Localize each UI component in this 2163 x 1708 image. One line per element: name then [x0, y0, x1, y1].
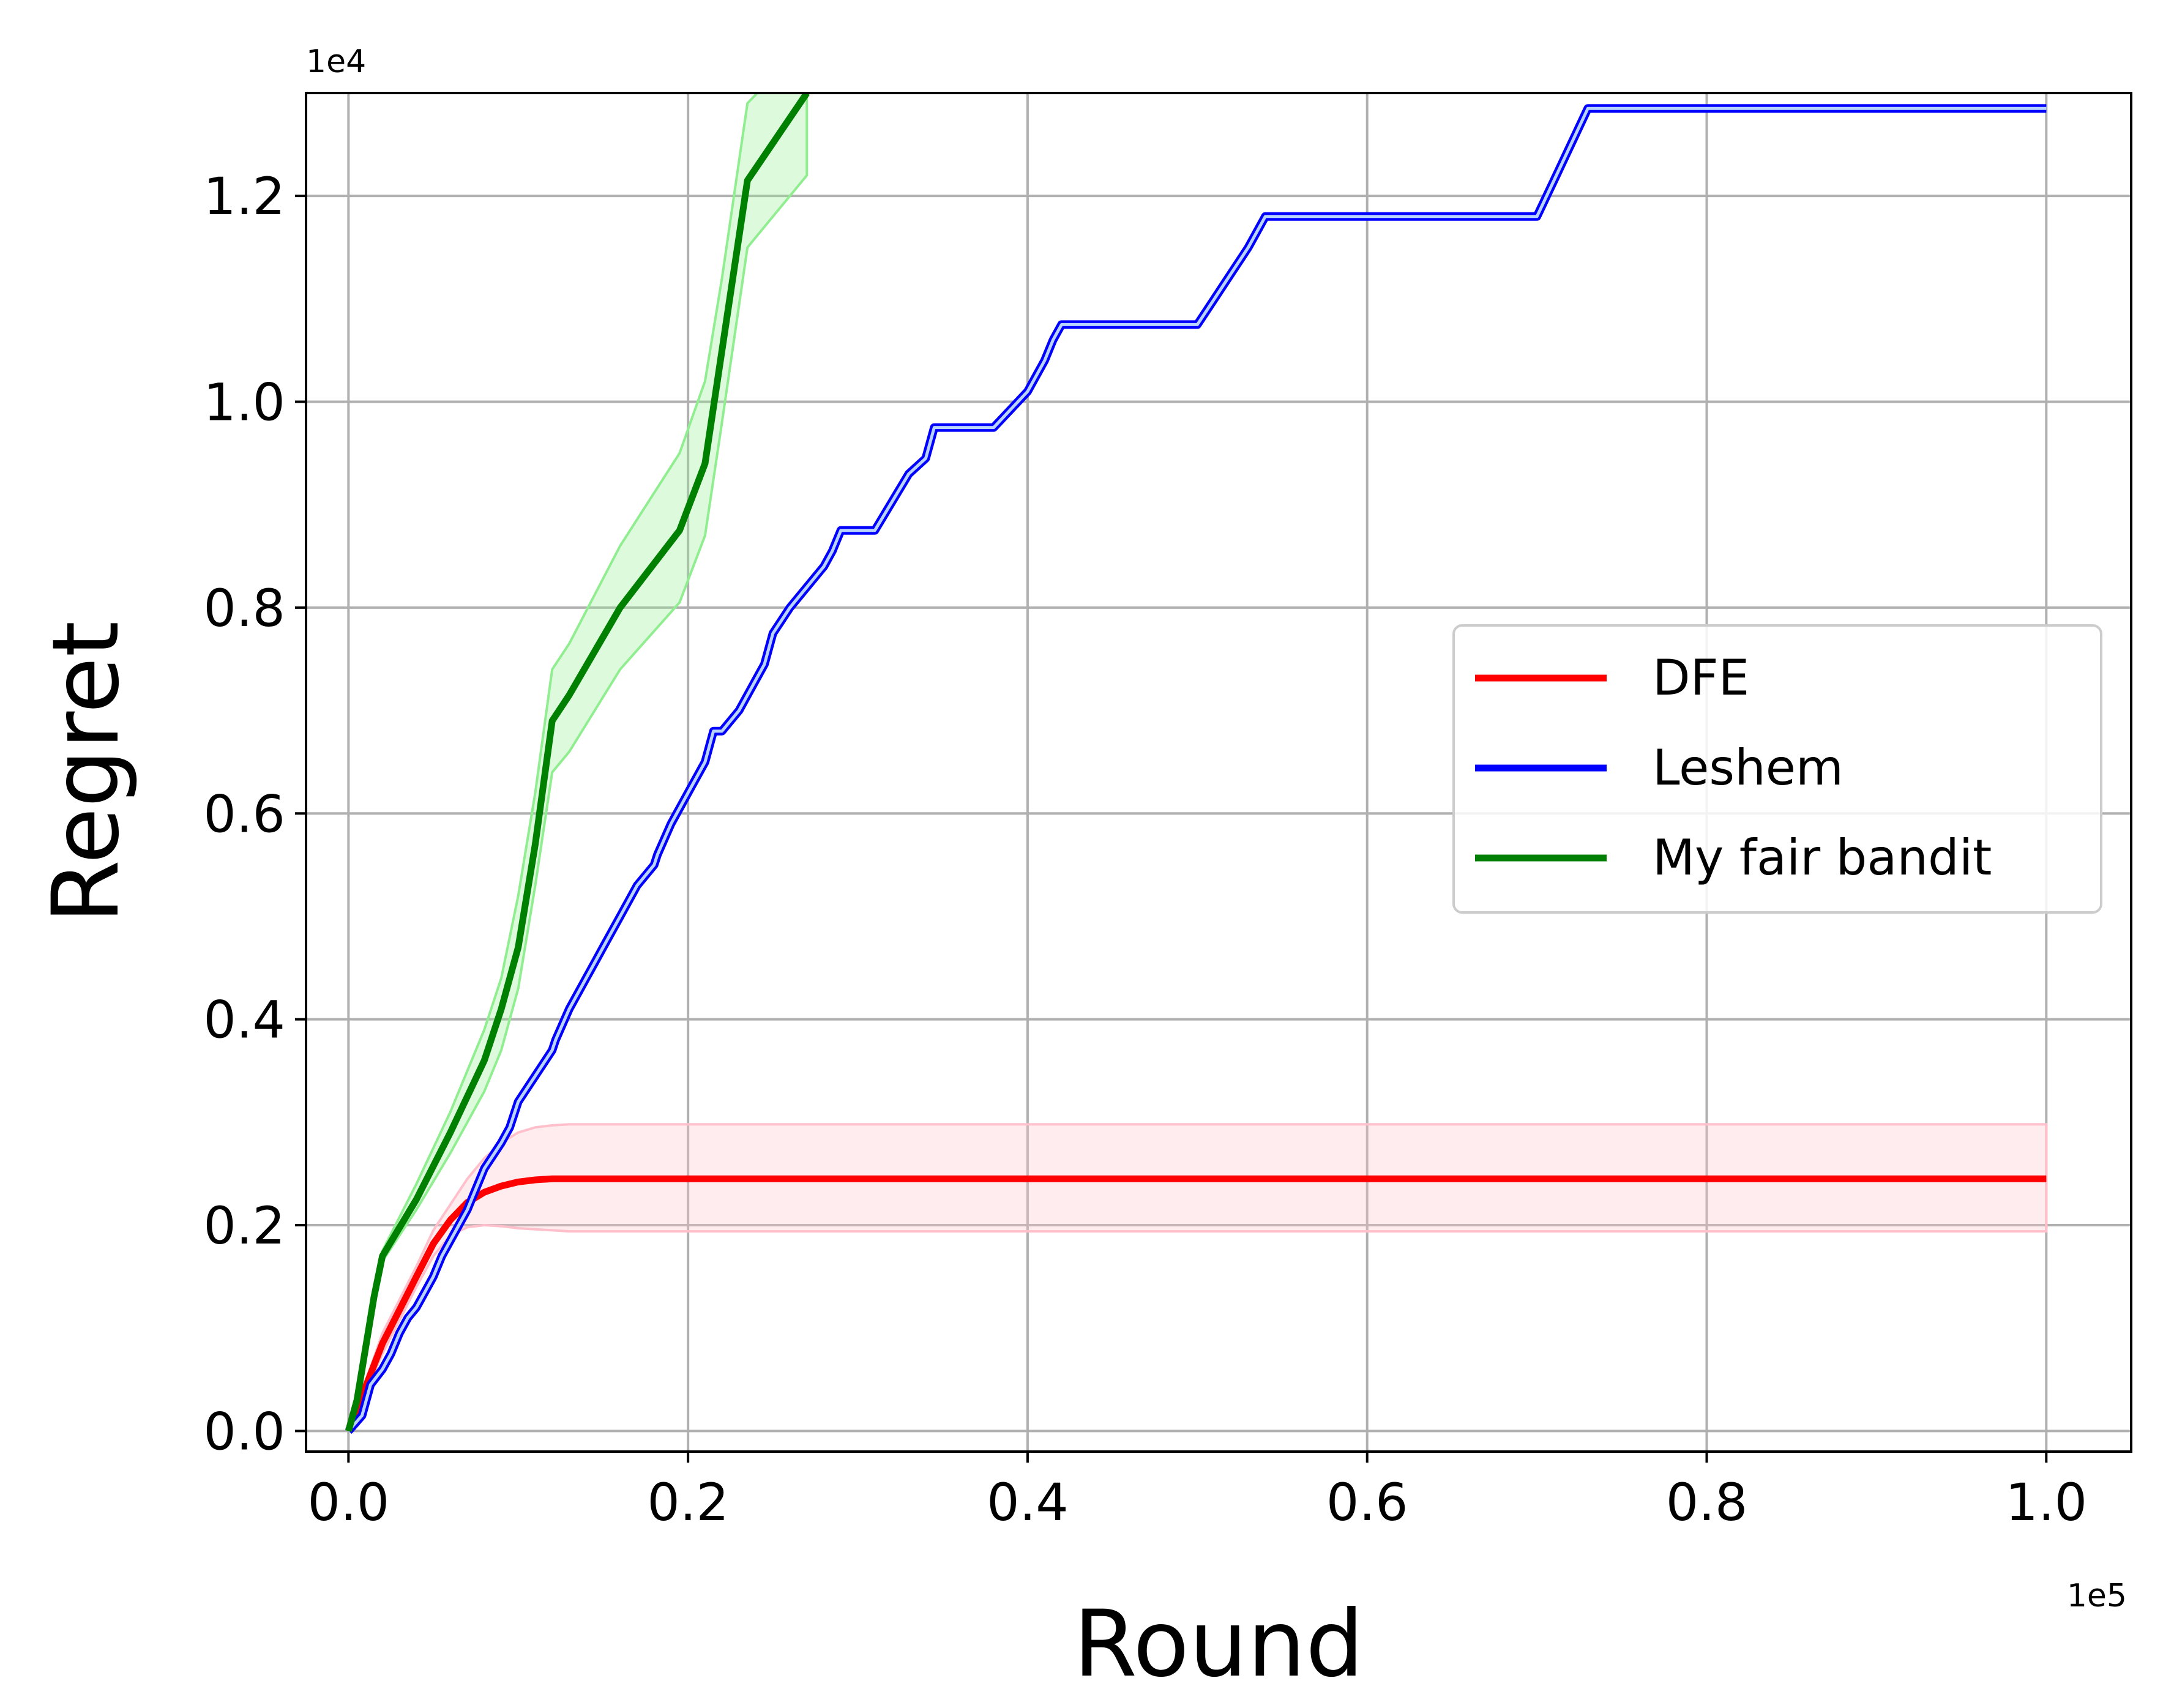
- legend-label-leshem: Leshem: [1653, 739, 1844, 796]
- x-tick-label: 0.0: [308, 1472, 390, 1532]
- my-fair-bandit-band: [347, 93, 809, 1432]
- x-axis-title: Round: [1074, 1591, 1364, 1698]
- y-tick-label: 0.2: [203, 1196, 285, 1256]
- legend-label-dfe: DFE: [1653, 649, 1749, 706]
- x-tick-label: 0.6: [1326, 1472, 1408, 1532]
- y-tick-label: 1.0: [203, 373, 285, 433]
- x-tick-label: 0.2: [647, 1472, 729, 1532]
- x-tick-label: 0.4: [987, 1472, 1069, 1532]
- grid-lines: [306, 93, 2131, 1452]
- dfe-line: [345, 1175, 2047, 1433]
- x-tick-label: 1.0: [2006, 1472, 2088, 1532]
- legend-box: [1452, 624, 2102, 914]
- x-tick-label: 0.8: [1666, 1472, 1748, 1532]
- y-tick-label: 0.0: [203, 1401, 285, 1461]
- plot-frame: [305, 92, 2132, 1453]
- y-axis-title: Regret: [33, 621, 140, 923]
- y-tick-label: 0.8: [203, 578, 285, 638]
- x-axis-ticks: 0.0 0.2 0.4 0.6 0.8 1.0: [308, 1452, 2088, 1532]
- y-tick-label: 0.4: [203, 990, 285, 1050]
- y-axis-ticks: 0.0 0.2 0.4 0.6 0.8 1.0 1.2: [203, 166, 306, 1461]
- leshem-line: [347, 106, 2047, 1433]
- y-offset-label: 1e4: [306, 43, 366, 80]
- legend: DFE Leshem My fair bandit: [1452, 624, 2102, 914]
- y-tick-label: 0.6: [203, 784, 285, 844]
- my-fair-bandit-line: [345, 93, 810, 1432]
- x-offset-label: 1e5: [2067, 1578, 2127, 1614]
- legend-label-my-fair-bandit: My fair bandit: [1653, 829, 1992, 886]
- series-lines: [345, 93, 2047, 1434]
- y-tick-label: 1.2: [203, 166, 285, 226]
